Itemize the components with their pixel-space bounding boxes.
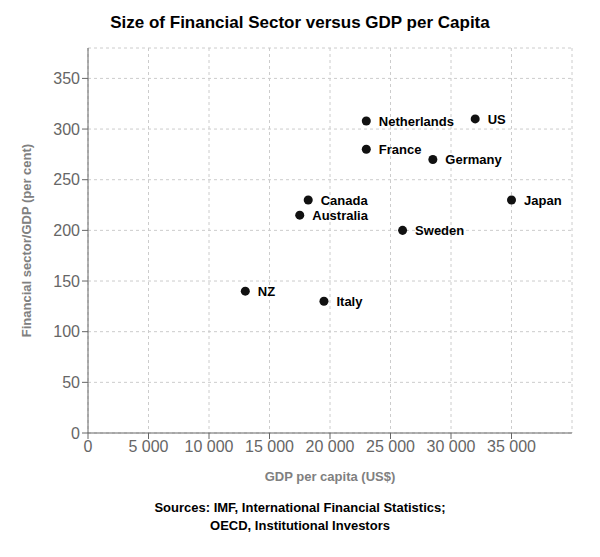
svg-text:10 000: 10 000 bbox=[185, 438, 234, 455]
svg-text:Canada: Canada bbox=[321, 193, 369, 208]
svg-text:200: 200 bbox=[53, 222, 80, 239]
svg-text:100: 100 bbox=[53, 323, 80, 340]
svg-text:25 000: 25 000 bbox=[366, 438, 415, 455]
svg-text:15 000: 15 000 bbox=[245, 438, 294, 455]
svg-text:350: 350 bbox=[53, 70, 80, 87]
svg-text:30 000: 30 000 bbox=[427, 438, 476, 455]
svg-text:Australia: Australia bbox=[312, 208, 368, 223]
svg-text:Germany: Germany bbox=[445, 152, 502, 167]
svg-text:5 000: 5 000 bbox=[128, 438, 168, 455]
svg-text:Sweden: Sweden bbox=[415, 223, 464, 238]
html-text:Sources: IMF, International Fi: Sources: IMF, International Financial St… bbox=[154, 500, 446, 515]
svg-text:0: 0 bbox=[84, 438, 93, 455]
svg-text:250: 250 bbox=[53, 171, 80, 188]
svg-text:150: 150 bbox=[53, 273, 80, 290]
svg-text:300: 300 bbox=[53, 121, 80, 138]
html-text:Size of Financial Sector versu: Size of Financial Sector versus GDP per … bbox=[110, 13, 490, 32]
svg-text:France: France bbox=[379, 142, 422, 157]
svg-text:NZ: NZ bbox=[258, 284, 275, 299]
svg-text:US: US bbox=[488, 112, 506, 127]
svg-text:GDP per capita (US$): GDP per capita (US$) bbox=[265, 469, 396, 484]
svg-text:0: 0 bbox=[71, 425, 80, 442]
svg-text:35 000: 35 000 bbox=[487, 438, 536, 455]
html-text:OECD, Institutional Investors: OECD, Institutional Investors bbox=[210, 518, 390, 533]
svg-text:20 000: 20 000 bbox=[306, 438, 355, 455]
svg-text:Japan: Japan bbox=[524, 193, 562, 208]
svg-text:50: 50 bbox=[62, 374, 80, 391]
svg-text:Financial sector/GDP (per cent: Financial sector/GDP (per cent) bbox=[19, 144, 34, 337]
svg-text:Netherlands: Netherlands bbox=[379, 114, 454, 129]
svg-text:Italy: Italy bbox=[336, 294, 363, 309]
